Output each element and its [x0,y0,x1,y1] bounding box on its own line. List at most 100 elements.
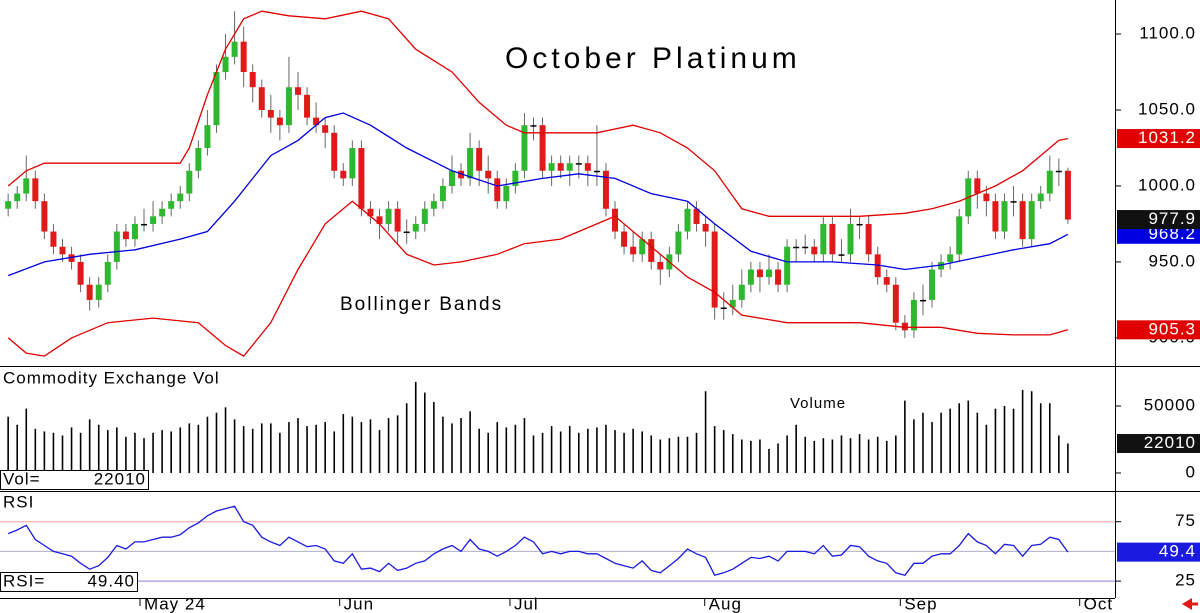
last-value-label: 977.9 [1148,209,1196,228]
candle-body [838,254,845,256]
candle-body [584,163,591,171]
candle-body [77,261,84,285]
x-tick-label: Jun [344,594,374,613]
candle-body [684,208,691,232]
bollinger-band [7,200,1069,357]
candle-body [829,223,836,255]
candle-body [14,193,21,202]
candle-body [467,147,474,179]
candle-body [23,178,30,194]
candle-body [793,246,800,249]
readout-value: 49.40 [87,571,135,590]
candle-body [612,208,619,232]
y-tick-label: 50000 [1144,395,1196,414]
chart-title: October Platinum [505,42,801,75]
candle-body [485,170,492,179]
candle-body [648,239,655,262]
x-tick-label: May 24 [144,594,206,613]
candle-body [874,254,881,278]
y-tick-label: 950.0 [1148,251,1196,270]
x-tick-label: Oct [1084,594,1113,613]
candle-body [331,132,338,171]
candle-body [621,231,628,247]
candle-body [367,208,374,217]
candle-body [947,254,954,262]
readout-label: RSI= [3,571,45,590]
candle-body [956,216,963,255]
candle-body [304,94,311,118]
candle-body [512,170,519,186]
candle-body [747,269,754,285]
last-value-label: 22010 [1144,433,1196,452]
last-value-box [1117,320,1200,340]
candle-body [548,163,555,171]
candle-body [213,72,220,126]
candle-body [403,231,410,234]
candle-body [702,223,709,232]
candle-body [385,208,392,224]
candle-body [448,170,455,186]
candle-body [630,246,637,255]
annotation: Bollinger Bands [340,294,503,315]
candle-body [539,125,546,171]
candle-body [476,147,483,171]
candle-body [231,41,238,57]
candle-body [249,72,256,88]
readout-label: Vol= [3,469,41,488]
candle-body [32,178,39,202]
candle-body [349,147,356,179]
candle-body [919,299,926,302]
candle-body [720,307,727,310]
candle-body [521,125,528,171]
scroll-arrow[interactable] [1182,598,1192,610]
candle-body [276,117,283,126]
panel-title: Commodity Exchange Vol [3,368,220,387]
candle-body [602,170,609,209]
candle-body [847,223,854,255]
candle-body [95,284,102,300]
candle-body [5,201,12,209]
candle-body [68,254,75,262]
candle-body [394,208,401,232]
candle-body [313,117,320,126]
candle-body [593,170,600,173]
candle-body [104,261,111,285]
candle-body [358,147,365,209]
candle-body [322,125,329,133]
candle-body [1055,170,1062,173]
y-tick-label: 0 [1186,462,1196,481]
candle-body [141,223,148,226]
readout-value: 22010 [94,469,146,488]
candle-body [186,170,193,194]
candle-body [168,201,175,209]
candle-body [738,284,745,300]
candle-body [1046,170,1053,194]
readout-box [0,572,138,592]
candle-body [258,87,265,110]
bollinger-band [7,112,1069,277]
candle-body [856,223,863,226]
candle-body [285,87,292,126]
candle-body [204,125,211,148]
x-tick-label: Sep [904,594,937,613]
candle-body [566,163,573,171]
candle-body [892,284,899,323]
candle-body [494,178,501,202]
candle-body [756,269,763,278]
candle-body [195,147,202,171]
candle-body [983,193,990,202]
y-tick-label: 75 [1175,511,1196,530]
y-tick-label: 1050.0 [1138,99,1196,118]
y-tick-label: 1100.0 [1139,24,1196,43]
candle-body [412,223,419,232]
candle-body [458,170,465,179]
candle-body [1019,201,1026,240]
candle-body [557,163,564,171]
candle-body [50,231,57,247]
candle-body [675,231,682,255]
candle-body [430,201,437,209]
last-value-label: 1031.2 [1138,128,1196,147]
candle-body [1037,193,1044,202]
candle-body [530,125,537,127]
candle-body [1001,201,1008,232]
